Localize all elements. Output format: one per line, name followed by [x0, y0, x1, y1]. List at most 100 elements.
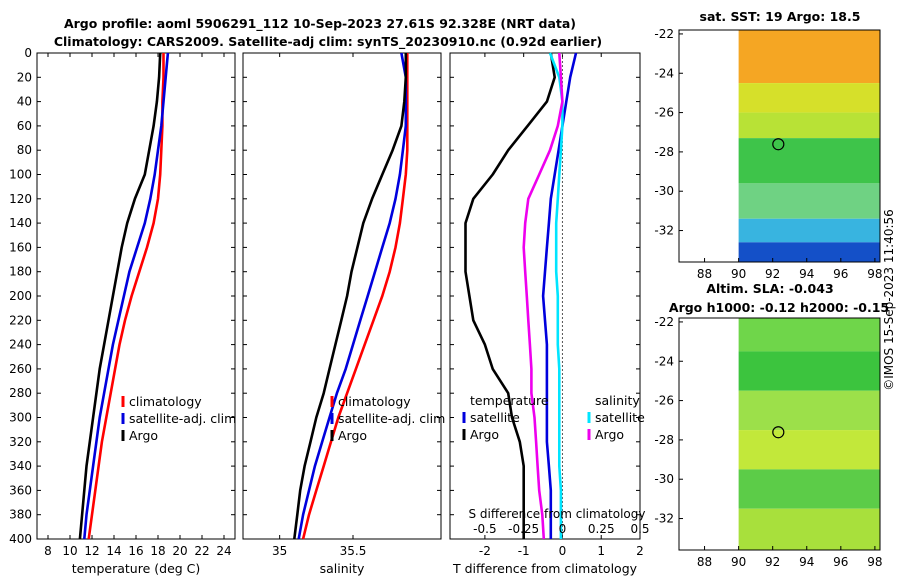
diff-line-1	[464, 52, 557, 539]
map-y-label: -22	[654, 315, 674, 329]
y-tick-label: 400	[9, 532, 32, 546]
salinity-profile-panel: 35 35.5 salinity climatology satellite-adj. …	[242, 52, 445, 576]
y-tick-label: 160	[9, 240, 32, 254]
argo-location-marker	[772, 426, 785, 439]
x-axis-label: T difference from climatology	[452, 561, 638, 576]
s-tick-label: -0.25	[508, 522, 539, 536]
map-x-label: 92	[765, 267, 780, 281]
y-tick-label: 220	[9, 313, 32, 327]
plot-area: 8 10 12 14 16 18 20 22 2402040608010012014016018…	[9, 9, 889, 576]
x-tick-label: 8	[44, 544, 52, 558]
map-band-4	[738, 469, 880, 509]
y-tick-label: 100	[9, 168, 32, 182]
map-x-label: 92	[765, 555, 780, 569]
y-tick-label: 200	[9, 289, 32, 303]
y-tick-label: 80	[17, 143, 32, 157]
legend-label-0: satellite	[470, 410, 520, 425]
sal-line-2	[293, 53, 408, 540]
map-y-label: -32	[654, 512, 674, 526]
x-tick-label: 22	[194, 544, 209, 558]
y-tick-label: 340	[9, 459, 32, 473]
map-y-label: -30	[654, 184, 674, 198]
x-tick-label: 12	[84, 544, 99, 558]
figure-title-1: Argo profile: aoml 5906291_112 10-Sep-20…	[64, 16, 576, 32]
x-tick-label: 0	[559, 544, 567, 558]
map-band-6	[738, 242, 880, 262]
map-y-label: -28	[654, 433, 674, 447]
diff-line-2	[548, 52, 564, 539]
y-tick-label: 140	[9, 216, 32, 230]
legend-title-s: salinity	[595, 393, 640, 408]
sal-line-1	[297, 52, 408, 540]
map-y-label: -30	[654, 472, 674, 486]
difference-profile-frame	[449, 52, 641, 540]
x-tick-label: 2	[636, 544, 644, 558]
map-y-label: -22	[654, 27, 674, 41]
sla-map-title: Altim. SLA: -0.043	[706, 281, 833, 296]
map-x-label: 94	[799, 555, 814, 569]
map-y-label: -26	[654, 106, 674, 120]
legend-label-1: Argo	[595, 427, 624, 442]
map-band-2	[738, 390, 880, 431]
x-tick-label: 1	[597, 544, 605, 558]
temperature-profile-panel: 8 10 12 14 16 18 20 22 2402040608010012014016018…	[9, 46, 236, 576]
map-x-label: 90	[731, 555, 746, 569]
temperature-profile-frame	[36, 52, 236, 540]
y-tick-label: 300	[9, 411, 32, 425]
temp-line-2	[78, 52, 162, 540]
temp-line-0	[87, 53, 165, 540]
legend-label-1: satellite-adj. clim	[129, 411, 236, 426]
legend-label-2: Argo	[129, 428, 158, 443]
figure-title-2: Climatology: CARS2009. Satellite-adj cli…	[54, 34, 602, 50]
y-tick-label: 60	[17, 119, 32, 133]
y-tick-label: 360	[9, 483, 32, 497]
map-band-3	[738, 138, 880, 184]
map-band-0	[738, 30, 880, 84]
map-band-5	[738, 508, 880, 550]
y-tick-label: 260	[9, 362, 32, 376]
s-axis-label: S difference from climatology	[469, 507, 646, 521]
diff-line-3	[522, 52, 564, 540]
sst-map-panel: 88 90 92 94 96 98 -22 -24 -26 -28 -30 -32 sat. SST: …	[654, 9, 882, 281]
s-tick-label: 0.5	[630, 522, 649, 536]
x-tick-label: 10	[62, 544, 77, 558]
legend-label-0: satellite	[595, 410, 645, 425]
sla-map-frame	[678, 317, 881, 551]
x-tick-label: 16	[128, 544, 143, 558]
map-y-label: -26	[654, 394, 674, 408]
sla-map-panel: 88 90 92 94 96 98 -22 -24 -26 -28 -30 -32 Altim. SLA…	[654, 281, 889, 569]
x-tick-label: 14	[106, 544, 121, 558]
map-y-label: -32	[654, 224, 674, 238]
x-tick-label: 35.5	[340, 544, 367, 558]
map-x-label: 98	[867, 267, 882, 281]
y-tick-label: 40	[17, 95, 32, 109]
x-tick-label: 20	[172, 544, 187, 558]
sal-line-0	[301, 53, 409, 540]
y-tick-label: 320	[9, 435, 32, 449]
sst-map-frame	[678, 29, 881, 263]
x-tick-label: 18	[150, 544, 165, 558]
map-band-3	[738, 430, 880, 470]
legend-label-0: climatology	[338, 394, 411, 409]
y-tick-label: 20	[17, 70, 32, 84]
y-tick-label: 240	[9, 338, 32, 352]
s-tick-label: 0	[559, 522, 567, 536]
y-tick-label: 120	[9, 192, 32, 206]
map-band-1	[738, 351, 880, 391]
map-band-2	[738, 112, 880, 139]
x-tick-label: -1	[518, 544, 530, 558]
map-x-label: 94	[799, 267, 814, 281]
y-tick-label: 0	[24, 46, 32, 60]
map-band-4	[738, 183, 880, 219]
legend-label-0: climatology	[129, 394, 202, 409]
legend-label-1: satellite-adj. clim	[338, 411, 445, 426]
x-tick-label: 24	[216, 544, 231, 558]
legend-title-t: temperature	[470, 393, 549, 408]
map-x-label: 90	[731, 267, 746, 281]
y-tick-label: 180	[9, 265, 32, 279]
map-x-label: 96	[833, 555, 848, 569]
map-x-label: 88	[697, 555, 712, 569]
salinity-profile-frame	[242, 52, 442, 540]
temp-line-1	[83, 52, 170, 540]
